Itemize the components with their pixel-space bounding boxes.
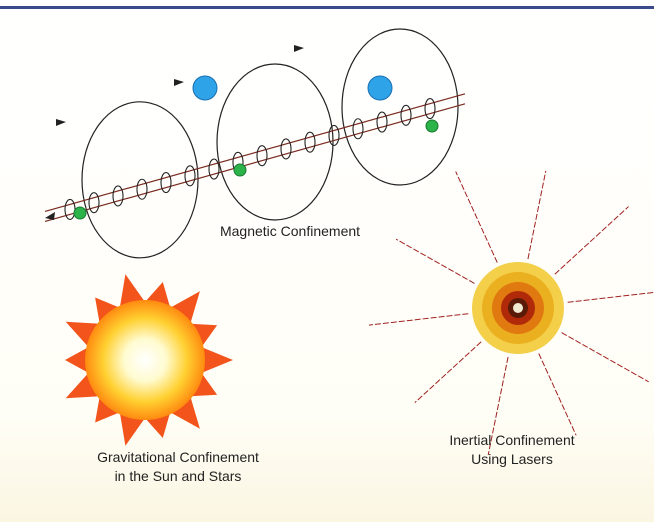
gravitational-label: in the Sun and Stars: [115, 468, 242, 484]
gravitational-label: Gravitational Confinement: [97, 449, 259, 465]
electron: [74, 207, 86, 219]
diagram: Magnetic Confinement Gravitational Confi…: [0, 0, 654, 522]
page: Magnetic Confinement Gravitational Confi…: [0, 0, 654, 527]
top-rule: [0, 6, 654, 9]
magnetic-label: Magnetic Confinement: [220, 223, 360, 239]
sun-core: [85, 300, 205, 420]
target-ring: [513, 303, 523, 313]
electron: [234, 164, 246, 176]
ion: [368, 76, 392, 100]
electron: [426, 120, 438, 132]
inertial-label: Using Lasers: [471, 451, 553, 467]
ion: [193, 76, 217, 100]
inertial-label: Inertial Confinement: [449, 432, 574, 448]
